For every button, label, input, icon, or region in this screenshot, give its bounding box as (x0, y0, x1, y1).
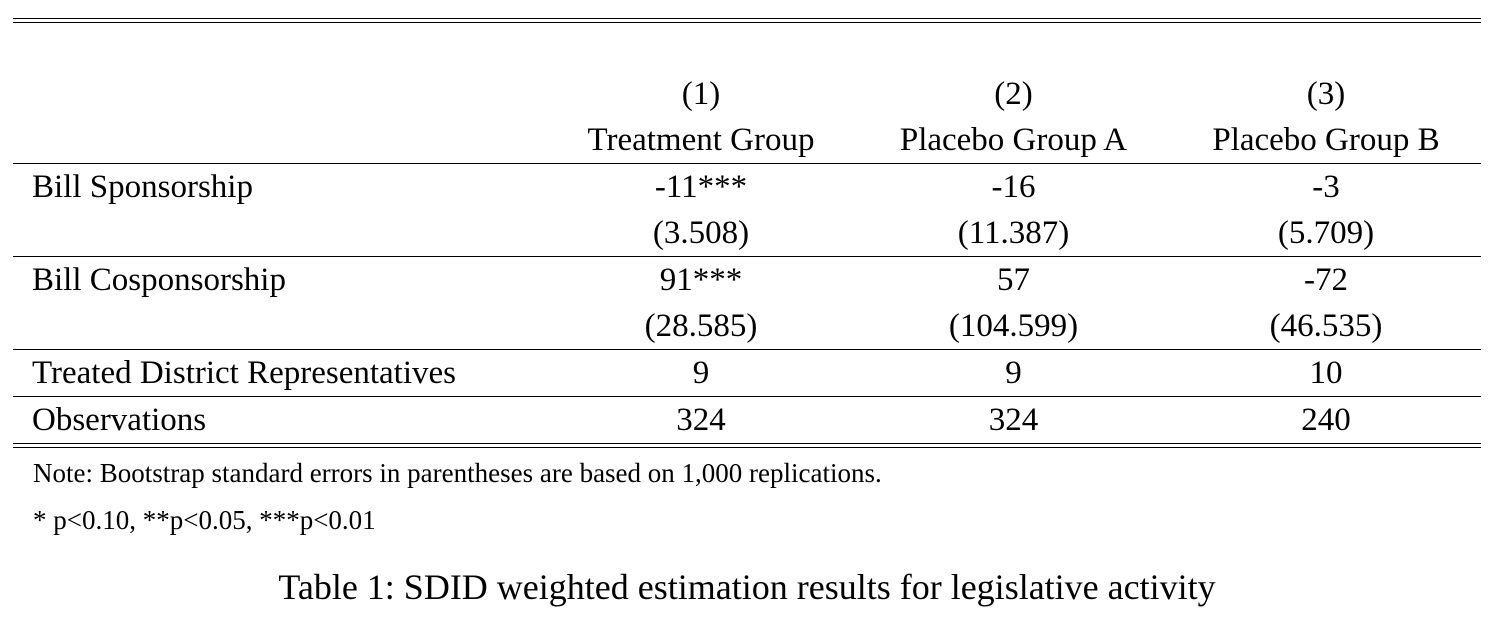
table-notes: Note: Bootstrap standard errors in paren… (33, 450, 882, 544)
value-cell: 324 (546, 396, 856, 443)
value-cell: 324 (856, 396, 1171, 443)
column-header-placebo-b: Placebo Group B (1212, 122, 1440, 158)
table-caption: Table 1: SDID weighted estimation result… (278, 567, 1216, 607)
std-error-cell: (3.508) (652, 215, 750, 251)
std-error-cell: (28.585) (644, 308, 758, 344)
table-row: Bill Cosponsorship 91*** 57 -72 (13, 256, 1481, 303)
header-spacer-row (13, 23, 1481, 71)
column-number-2: (2) (994, 76, 1033, 112)
column-header-placebo-a: Placebo Group A (899, 122, 1128, 158)
coefficient-cell: -72 (1171, 256, 1481, 303)
column-number-1: (1) (681, 76, 721, 112)
std-error-cell: (46.535) (1269, 308, 1383, 344)
stub-header (13, 71, 546, 117)
results-table: (1) (2) (3) Treatment Group Placebo Grou… (13, 23, 1481, 443)
coefficient-cell: 91*** (546, 256, 856, 303)
table-row-std-error: (28.585) (104.599) (46.535) (13, 303, 1481, 350)
value-cell: 9 (856, 349, 1171, 397)
std-error-cell: (11.387) (957, 215, 1070, 251)
row-label: Treated District Representatives (13, 349, 546, 397)
table-top-rule (13, 18, 1481, 23)
column-header-row: Treatment Group Placebo Group A Placebo … (13, 117, 1481, 164)
table-row: Observations 324 324 240 (13, 396, 1481, 443)
table-bottom-rule (13, 443, 1481, 448)
table-row-std-error: (3.508) (11.387) (5.709) (13, 210, 1481, 257)
std-error-cell: (104.599) (948, 308, 1079, 344)
column-header-treatment: Treatment Group (587, 122, 815, 158)
value-cell: 10 (1171, 349, 1481, 397)
coefficient-cell: 57 (856, 256, 1171, 303)
column-number-3: (3) (1306, 76, 1346, 112)
value-cell: 9 (546, 349, 856, 397)
coefficient-cell: -11*** (546, 163, 856, 210)
std-error-cell: (5.709) (1277, 215, 1375, 251)
coefficient-cell: -3 (1171, 163, 1481, 210)
row-label: Bill Cosponsorship (13, 256, 546, 303)
table-row: Treated District Representatives 9 9 10 (13, 349, 1481, 397)
note-significance: * p<0.10, **p<0.05, ***p<0.01 (33, 505, 376, 535)
coefficient-cell: -16 (856, 163, 1171, 210)
value-cell: 240 (1171, 396, 1481, 443)
column-number-row: (1) (2) (3) (13, 71, 1481, 117)
row-label: Observations (13, 396, 546, 443)
table-row: Bill Sponsorship -11*** -16 -3 (13, 163, 1481, 210)
results-table-container: (1) (2) (3) Treatment Group Placebo Grou… (13, 18, 1481, 448)
note-standard-errors: Note: Bootstrap standard errors in paren… (33, 458, 882, 488)
row-label: Bill Sponsorship (13, 163, 546, 210)
